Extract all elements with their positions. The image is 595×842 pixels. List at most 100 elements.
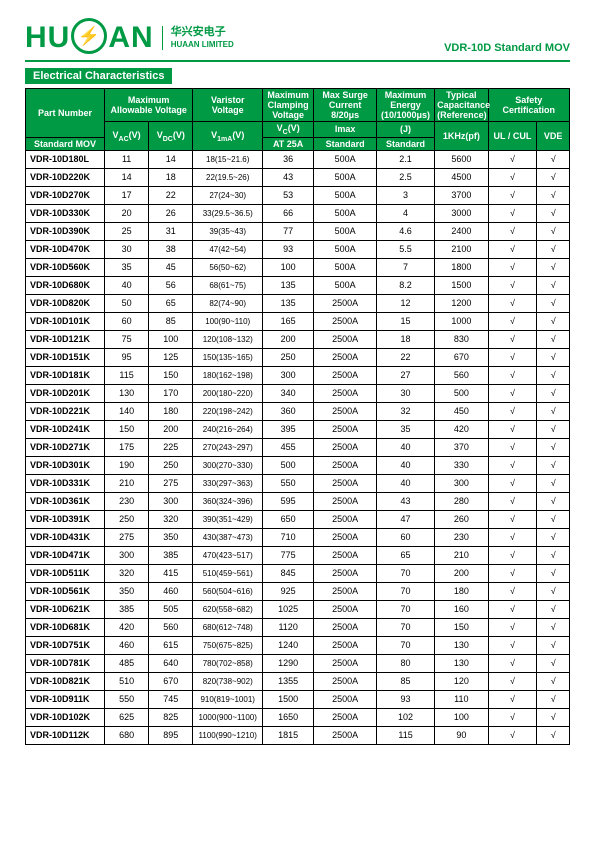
cell-j: 40 [376, 456, 434, 474]
cell-imax: 2500A [314, 726, 377, 744]
table-row: VDR-10D181K115150180(162~198)3002500A275… [26, 366, 570, 384]
cell-imax: 500A [314, 204, 377, 222]
cell-vc: 1355 [263, 672, 314, 690]
cell-ul: √ [488, 348, 537, 366]
cell-ul: √ [488, 672, 537, 690]
table-row: VDR-10D470K303847(42~54)93500A5.52100√√ [26, 240, 570, 258]
cell-ul: √ [488, 150, 537, 168]
cell-ul: √ [488, 546, 537, 564]
cell-part: VDR-10D301K [26, 456, 105, 474]
cell-vac: 75 [105, 330, 149, 348]
cell-vc: 650 [263, 510, 314, 528]
cell-vc: 340 [263, 384, 314, 402]
cell-v1ma: 120(108~132) [193, 330, 263, 348]
cell-vc: 500 [263, 456, 314, 474]
cell-j: 70 [376, 564, 434, 582]
cell-v1ma: 780(702~858) [193, 654, 263, 672]
cell-j: 22 [376, 348, 434, 366]
cell-vc: 66 [263, 204, 314, 222]
cell-vac: 17 [105, 186, 149, 204]
cell-j: 15 [376, 312, 434, 330]
cell-vac: 95 [105, 348, 149, 366]
cell-vac: 35 [105, 258, 149, 276]
table-row: VDR-10D391K250320390(351~429)6502500A472… [26, 510, 570, 528]
cell-j: 70 [376, 636, 434, 654]
cell-vc: 77 [263, 222, 314, 240]
cell-part: VDR-10D431K [26, 528, 105, 546]
cell-vdc: 385 [149, 546, 193, 564]
cell-part: VDR-10D470K [26, 240, 105, 258]
cell-j: 2.1 [376, 150, 434, 168]
cell-imax: 2500A [314, 600, 377, 618]
cell-vac: 140 [105, 402, 149, 420]
cell-vdc: 31 [149, 222, 193, 240]
cell-v1ma: 390(351~429) [193, 510, 263, 528]
table-row: VDR-10D361K230300360(324~396)5952500A432… [26, 492, 570, 510]
cell-cap: 1200 [435, 294, 488, 312]
cell-vdc: 22 [149, 186, 193, 204]
cell-part: VDR-10D151K [26, 348, 105, 366]
cell-j: 93 [376, 690, 434, 708]
cell-vc: 775 [263, 546, 314, 564]
cell-v1ma: 39(35~43) [193, 222, 263, 240]
cell-vdc: 150 [149, 366, 193, 384]
table-row: VDR-10D911K550745910(819~1001)15002500A9… [26, 690, 570, 708]
cell-vdc: 180 [149, 402, 193, 420]
cell-ul: √ [488, 366, 537, 384]
cell-cap: 3000 [435, 204, 488, 222]
cell-vac: 485 [105, 654, 149, 672]
cell-j: 70 [376, 582, 434, 600]
col-max-voltage: Maximum Allowable Voltage [105, 89, 193, 122]
cell-part: VDR-10D330K [26, 204, 105, 222]
cell-vc: 595 [263, 492, 314, 510]
cell-vc: 1815 [263, 726, 314, 744]
cell-part: VDR-10D241K [26, 420, 105, 438]
cell-cap: 230 [435, 528, 488, 546]
cell-vdc: 745 [149, 690, 193, 708]
table-row: VDR-10D390K253139(35~43)77500A4.62400√√ [26, 222, 570, 240]
logo-chinese: 华兴安电子 [171, 26, 234, 40]
table-row: VDR-10D330K202633(29.5~36.5)66500A43000√… [26, 204, 570, 222]
cell-vdc: 85 [149, 312, 193, 330]
cell-vc: 165 [263, 312, 314, 330]
cell-cap: 1800 [435, 258, 488, 276]
bolt-icon: ⚡ [71, 18, 107, 54]
cell-vde: √ [537, 150, 570, 168]
col-vdc: VDC(V) [149, 122, 193, 151]
cell-vc: 36 [263, 150, 314, 168]
cell-cap: 150 [435, 618, 488, 636]
cell-vde: √ [537, 348, 570, 366]
cell-part: VDR-10D331K [26, 474, 105, 492]
cell-v1ma: 22(19.5~26) [193, 168, 263, 186]
cell-v1ma: 430(387~473) [193, 528, 263, 546]
cell-v1ma: 18(15~21.6) [193, 150, 263, 168]
cell-vc: 300 [263, 366, 314, 384]
cell-vde: √ [537, 582, 570, 600]
cell-vc: 135 [263, 294, 314, 312]
cell-vac: 680 [105, 726, 149, 744]
cell-imax: 2500A [314, 474, 377, 492]
cell-vdc: 14 [149, 150, 193, 168]
cell-ul: √ [488, 600, 537, 618]
cell-vc: 200 [263, 330, 314, 348]
cell-vde: √ [537, 510, 570, 528]
cell-ul: √ [488, 474, 537, 492]
cell-vc: 455 [263, 438, 314, 456]
cell-imax: 2500A [314, 690, 377, 708]
cell-imax: 2500A [314, 402, 377, 420]
cell-vdc: 200 [149, 420, 193, 438]
col-vde: VDE [537, 122, 570, 151]
cell-ul: √ [488, 636, 537, 654]
cell-vac: 60 [105, 312, 149, 330]
col-clamp: Maximum Clamping Voltage [263, 89, 314, 122]
cell-vc: 1500 [263, 690, 314, 708]
cell-j: 5.5 [376, 240, 434, 258]
cell-vde: √ [537, 402, 570, 420]
cell-ul: √ [488, 276, 537, 294]
cell-vc: 93 [263, 240, 314, 258]
cell-cap: 130 [435, 654, 488, 672]
cell-vde: √ [537, 366, 570, 384]
cell-ul: √ [488, 510, 537, 528]
cell-ul: √ [488, 708, 537, 726]
cell-imax: 2500A [314, 384, 377, 402]
